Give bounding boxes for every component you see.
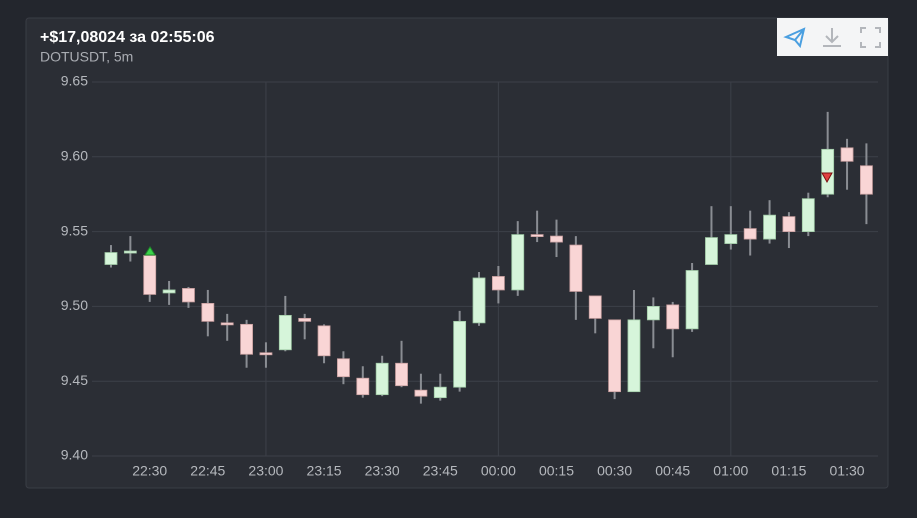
candle-body	[608, 319, 622, 393]
x-tick-label: 22:45	[190, 463, 225, 479]
candle-body	[143, 255, 157, 295]
x-tick-label: 01:00	[713, 463, 748, 479]
candle-body	[550, 235, 563, 243]
buy-marker	[144, 246, 156, 256]
candle-body	[685, 270, 699, 330]
y-tick-label: 9.50	[61, 297, 88, 313]
candle-body	[860, 165, 873, 195]
candle-body	[627, 319, 641, 393]
toolbar	[777, 18, 888, 56]
candle-body	[743, 228, 757, 240]
x-tick-label: 23:15	[307, 463, 342, 479]
telegram-icon[interactable]	[783, 27, 806, 49]
y-tick-label: 9.65	[61, 73, 88, 89]
x-tick-label: 23:00	[248, 463, 283, 479]
candle-body	[375, 362, 389, 396]
x-tick-label: 23:45	[423, 463, 458, 479]
candle-body	[356, 377, 370, 396]
candle-body	[259, 352, 273, 356]
candle-body	[220, 322, 234, 326]
x-tick-label: 22:30	[132, 463, 167, 479]
x-tick-label: 00:45	[655, 463, 690, 479]
candle-body	[453, 320, 467, 388]
download-icon[interactable]	[823, 28, 841, 47]
candle-body	[278, 314, 292, 351]
y-tick-label: 9.45	[61, 372, 88, 388]
candle-body	[705, 237, 718, 265]
candle-body	[395, 362, 408, 387]
x-tick-label: 00:00	[481, 463, 516, 479]
chart-panel	[25, 17, 889, 489]
candle-body	[201, 303, 215, 322]
plot: 9.40 9.45 9.50 9.55 9.60 9.65 22:30 22:45 23:00 2…	[61, 73, 878, 479]
y-tick-label: 9.60	[61, 148, 88, 164]
x-tick-label: 00:15	[539, 463, 574, 479]
chart-title: +$17,08024 за 02:55:06	[40, 29, 215, 46]
sell-marker	[821, 172, 833, 184]
candle-body	[240, 323, 253, 355]
chart-subtitle: DOTUSDT, 5m	[40, 49, 133, 65]
candle-body	[840, 147, 854, 162]
candle-body	[511, 234, 525, 291]
candle-body	[491, 276, 505, 291]
candle-body	[317, 325, 331, 357]
x-tick-label: 01:30	[830, 463, 865, 479]
candle-body	[162, 289, 176, 294]
candle-body	[298, 317, 312, 322]
candle-body	[821, 148, 835, 195]
candle-body	[801, 198, 815, 233]
x-tick-label: 23:30	[365, 463, 400, 479]
candle-body	[724, 234, 738, 244]
y-tick-label: 9.55	[61, 222, 88, 238]
candle-body	[182, 288, 195, 303]
candle-body	[433, 386, 447, 399]
candle-body	[646, 305, 660, 321]
candle-body	[782, 216, 796, 232]
candle-body	[763, 214, 776, 240]
fullscreen-icon[interactable]	[860, 27, 881, 48]
candle-body	[530, 234, 544, 237]
y-tick-label: 9.40	[61, 447, 88, 463]
candle-body	[104, 252, 118, 265]
candle-body	[666, 304, 680, 330]
candle-body	[472, 277, 486, 324]
candle-body	[569, 244, 583, 292]
candle-body	[123, 250, 137, 254]
candle-body	[588, 295, 602, 319]
candle-body	[337, 358, 350, 378]
x-tick-label: 01:15	[771, 463, 806, 479]
candle-body	[414, 389, 428, 397]
x-tick-label: 00:30	[597, 463, 632, 479]
